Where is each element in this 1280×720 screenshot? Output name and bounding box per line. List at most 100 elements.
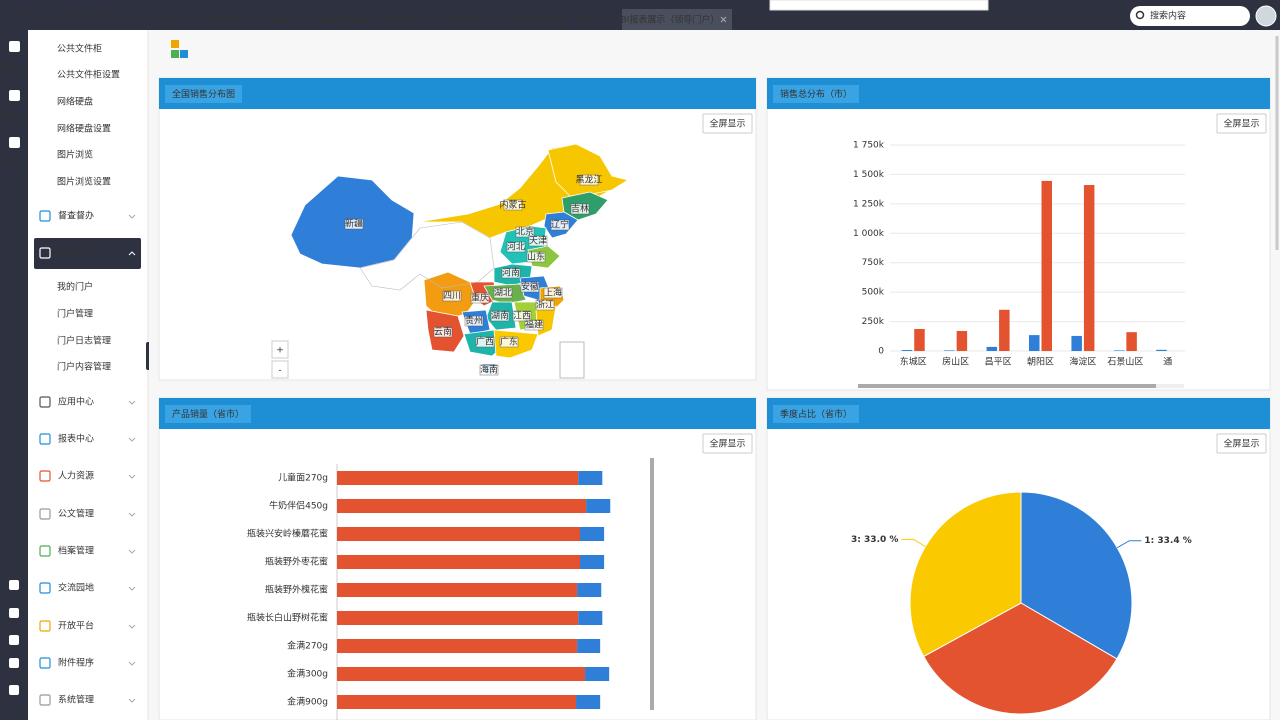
bar[interactable] (337, 667, 586, 681)
bar[interactable] (914, 328, 925, 351)
bar[interactable] (337, 527, 580, 541)
bar[interactable] (1041, 180, 1053, 351)
pie-slice[interactable] (923, 602, 1118, 715)
fullscreen-btn[interactable] (702, 113, 753, 134)
strip-icon[interactable] (9, 41, 20, 52)
bar[interactable] (901, 350, 913, 351)
bar[interactable] (1126, 332, 1137, 351)
bar[interactable] (944, 350, 955, 351)
fullscreen-btn[interactable] (702, 433, 753, 454)
bar[interactable] (1029, 335, 1040, 351)
bar[interactable] (1071, 335, 1082, 351)
bar[interactable] (580, 555, 605, 569)
strip-icon[interactable] (9, 635, 19, 645)
menu-item[interactable]: 网络硬盘 (57, 96, 93, 108)
nav-tab[interactable]: 电子邮件 (386, 14, 422, 26)
strip-icon[interactable] (9, 658, 19, 668)
bar[interactable] (337, 695, 577, 709)
y-tick-label: 750k (862, 258, 885, 268)
menu-item[interactable]: 我的门户 (57, 281, 93, 293)
bar[interactable] (1113, 350, 1125, 351)
menu-item[interactable]: 档案管理 (58, 545, 94, 557)
map-label: 重庆 (471, 292, 489, 304)
nav-tab[interactable]: 信息中心 (210, 14, 246, 26)
bar[interactable] (986, 346, 998, 351)
strip-icon[interactable] (9, 685, 19, 695)
bar[interactable] (337, 555, 580, 569)
fullscreen-btn[interactable] (1216, 113, 1267, 134)
bar[interactable] (577, 639, 601, 653)
bar[interactable] (999, 309, 1010, 351)
nav-tab[interactable]: 我的门户 (575, 14, 611, 26)
zoom-label[interactable]: + (276, 346, 284, 356)
menu-item[interactable]: 交流园地 (58, 582, 94, 594)
menu-item[interactable]: 图片浏览设置 (57, 176, 111, 188)
menu-item[interactable]: 图片浏览 (57, 149, 93, 161)
strip-icon[interactable] (9, 90, 20, 101)
menu-item[interactable]: 系统管理 (58, 694, 94, 706)
zoom-btn[interactable] (271, 360, 289, 379)
bar[interactable] (337, 499, 587, 513)
map-label: 安徽 (521, 281, 539, 293)
map-region[interactable] (547, 143, 630, 197)
zoom-btn[interactable] (271, 340, 289, 359)
zoom-label[interactable]: - (278, 366, 281, 376)
bar[interactable] (956, 330, 968, 351)
menu-item[interactable]: 智能门户 (58, 247, 94, 259)
bar[interactable] (337, 583, 578, 597)
strip-icon[interactable] (9, 580, 19, 590)
nav-tab[interactable]: 公共文件柜 (438, 14, 483, 26)
menu-item[interactable]: 督查督办 (58, 210, 94, 222)
fullscreen-label[interactable]: 全屏显示 (1223, 438, 1259, 450)
menu-item[interactable]: 公文管理 (58, 508, 94, 520)
strip-label[interactable]: 菜单 (5, 64, 23, 76)
leader-line (1116, 540, 1142, 549)
bar[interactable] (580, 527, 605, 541)
map-label-bg (464, 315, 484, 327)
menu-item[interactable]: 门户内容管理 (57, 361, 111, 373)
strip-label[interactable]: 消息 (5, 157, 23, 169)
bar[interactable] (586, 499, 611, 513)
menu-item[interactable]: 门户日志管理 (57, 335, 111, 347)
bar[interactable] (1156, 349, 1167, 351)
fullscreen-label[interactable]: 全屏显示 (709, 438, 745, 450)
bar[interactable] (578, 611, 603, 625)
bar[interactable] (576, 695, 601, 709)
panel-title: 全国销售分布图 (172, 88, 235, 100)
search-box[interactable] (1130, 6, 1250, 26)
pie-slice[interactable] (1020, 491, 1133, 660)
nav-tab[interactable]: BI报表展示（领导门户） (621, 14, 720, 26)
strip-icon[interactable] (9, 137, 20, 148)
bar[interactable] (337, 471, 579, 485)
bar[interactable] (337, 639, 578, 653)
bar[interactable] (577, 583, 602, 597)
pie-slice[interactable] (909, 491, 1022, 658)
map-label-bg (442, 290, 462, 302)
menu-item[interactable]: 门户管理 (57, 308, 93, 320)
menu-item[interactable]: 网络硬盘设置 (57, 123, 111, 135)
nav-tab[interactable]: 首页 (165, 14, 183, 26)
nav-tab[interactable]: 新建工作 (265, 14, 301, 26)
fullscreen-label[interactable]: 全屏显示 (709, 118, 745, 130)
bar[interactable] (585, 667, 610, 681)
menu-item[interactable]: 公共文件柜 (57, 43, 102, 55)
bar[interactable] (337, 611, 579, 625)
map-label: 内蒙古 (499, 199, 526, 211)
menu-item[interactable]: 附件程序 (58, 657, 94, 669)
menu-item[interactable]: 开放平台 (58, 620, 94, 632)
menu-item[interactable]: 公共文件柜设置 (57, 69, 120, 81)
bar[interactable] (1083, 185, 1095, 351)
menu-item[interactable]: 报表中心 (58, 433, 94, 445)
fullscreen-btn[interactable] (1216, 433, 1267, 454)
fullscreen-label[interactable]: 全屏显示 (1223, 118, 1259, 130)
menu-item[interactable]: 人力资源 (58, 470, 94, 482)
avatar[interactable] (1255, 5, 1277, 27)
nav-tab[interactable]: 公共文件柜设置 (502, 14, 565, 26)
strip-label[interactable]: 组织 (5, 111, 23, 123)
menu-item[interactable]: 应用中心 (58, 396, 94, 408)
nav-tab[interactable]: 公告通知管理 (316, 14, 370, 26)
strip-icon[interactable] (9, 608, 19, 618)
map-region (359, 221, 495, 291)
bar[interactable] (578, 471, 603, 485)
